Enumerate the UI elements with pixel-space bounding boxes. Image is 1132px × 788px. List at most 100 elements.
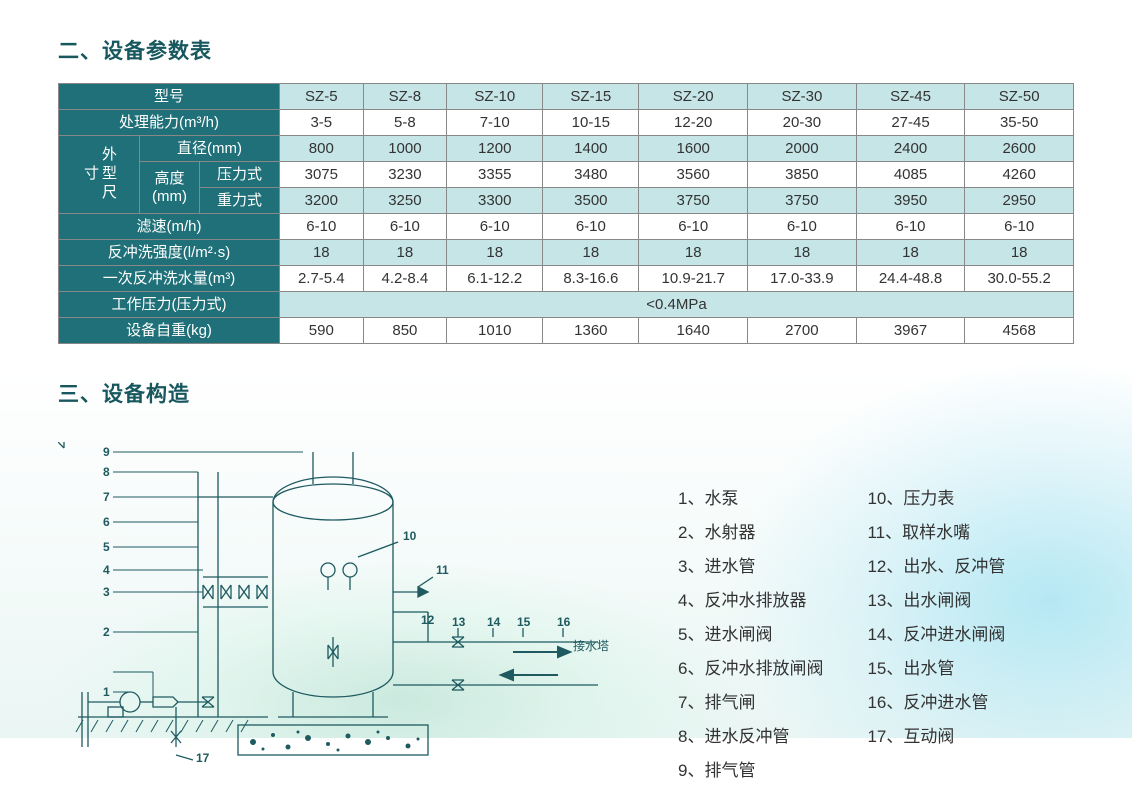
svg-text:2: 2 <box>103 625 110 639</box>
model-cell: SZ-5 <box>280 84 364 110</box>
parameter-table: 型号 SZ-5 SZ-8 SZ-10 SZ-15 SZ-20 SZ-30 SZ-… <box>58 83 1074 344</box>
label-self-weight: 设备自重(kg) <box>59 318 280 344</box>
value-cell: 18 <box>639 240 748 266</box>
value-cell: 18 <box>447 240 543 266</box>
legend-item: 4、反冲水排放器 <box>678 584 823 618</box>
value-cell: 2.7-5.4 <box>280 266 364 292</box>
value-cell: 6-10 <box>639 214 748 240</box>
legend-item: 11、取样水嘴 <box>867 516 1005 550</box>
value-cell: 6-10 <box>447 214 543 240</box>
svg-text:14: 14 <box>487 615 501 629</box>
svg-text:5: 5 <box>103 540 110 554</box>
svg-text:接水塔: 接水塔 <box>573 638 609 653</box>
value-cell: 12-20 <box>639 110 748 136</box>
value-work-pressure: <0.4MPa <box>280 292 1074 318</box>
diagram-legend: 1、水泵 2、水射器 3、进水管 4、反冲水排放器 5、进水闸阀 6、反冲水排放… <box>678 482 1005 788</box>
label-diameter: 直径(mm) <box>140 136 280 162</box>
section3-title: 三、设备构造 <box>58 378 1074 408</box>
legend-item: 5、进水闸阀 <box>678 618 823 652</box>
legend-item: 6、反冲水排放闸阀 <box>678 652 823 686</box>
model-cell: SZ-8 <box>363 84 447 110</box>
equipment-diagram: 9 8 7 6 5 4 3 2 1 10 11 12 13 14 <box>58 442 618 762</box>
legend-item: 16、反冲进水管 <box>867 686 1005 720</box>
value-cell: 3967 <box>856 318 965 344</box>
value-cell: 3500 <box>543 188 639 214</box>
value-cell: 20-30 <box>748 110 857 136</box>
model-cell: SZ-15 <box>543 84 639 110</box>
label-model: 型号 <box>59 84 280 110</box>
value-cell: 3075 <box>280 162 364 188</box>
value-cell: 850 <box>363 318 447 344</box>
value-cell: 5-8 <box>363 110 447 136</box>
value-cell: 17.0-33.9 <box>748 266 857 292</box>
section2-title: 二、设备参数表 <box>58 35 1074 65</box>
value-cell: 18 <box>280 240 364 266</box>
value-cell: 6.1-12.2 <box>447 266 543 292</box>
value-cell: 3750 <box>748 188 857 214</box>
value-cell: 3480 <box>543 162 639 188</box>
value-cell: 24.4-48.8 <box>856 266 965 292</box>
value-cell: 3250 <box>363 188 447 214</box>
value-cell: 18 <box>363 240 447 266</box>
svg-text:11: 11 <box>436 563 449 577</box>
legend-item: 8、进水反冲管 <box>678 720 823 754</box>
svg-text:8: 8 <box>103 465 110 479</box>
value-cell: 3750 <box>639 188 748 214</box>
value-cell: 800 <box>280 136 364 162</box>
value-cell: 6-10 <box>363 214 447 240</box>
value-cell: 4260 <box>965 162 1074 188</box>
model-cell: SZ-50 <box>965 84 1074 110</box>
value-cell: 3300 <box>447 188 543 214</box>
svg-text:9: 9 <box>103 445 110 459</box>
svg-text:17: 17 <box>196 751 210 762</box>
svg-text:6: 6 <box>103 515 110 529</box>
model-cell: SZ-10 <box>447 84 543 110</box>
value-cell: 6-10 <box>856 214 965 240</box>
value-cell: 4085 <box>856 162 965 188</box>
value-cell: 35-50 <box>965 110 1074 136</box>
value-cell: 1400 <box>543 136 639 162</box>
legend-col-1: 1、水泵 2、水射器 3、进水管 4、反冲水排放器 5、进水闸阀 6、反冲水排放… <box>678 482 823 788</box>
legend-item: 10、压力表 <box>867 482 1005 516</box>
value-cell: 27-45 <box>856 110 965 136</box>
svg-text:16: 16 <box>557 615 571 629</box>
value-cell: 2400 <box>856 136 965 162</box>
legend-item: 1、水泵 <box>678 482 823 516</box>
value-cell: 3355 <box>447 162 543 188</box>
value-cell: 1000 <box>363 136 447 162</box>
value-cell: 3230 <box>363 162 447 188</box>
svg-text:10: 10 <box>403 529 417 543</box>
value-cell: 2600 <box>965 136 1074 162</box>
svg-text:3: 3 <box>103 585 110 599</box>
legend-item: 13、出水闸阀 <box>867 584 1005 618</box>
value-cell: 10-15 <box>543 110 639 136</box>
value-cell: 1640 <box>639 318 748 344</box>
label-dims: 外型尺寸 <box>59 136 140 214</box>
label-bw-volume: 一次反冲洗水量(m³) <box>59 266 280 292</box>
value-cell: 18 <box>965 240 1074 266</box>
value-cell: 3200 <box>280 188 364 214</box>
value-cell: 7-10 <box>447 110 543 136</box>
value-cell: 2000 <box>748 136 857 162</box>
model-cell: SZ-45 <box>856 84 965 110</box>
svg-text:15: 15 <box>517 615 531 629</box>
value-cell: 18 <box>856 240 965 266</box>
value-cell: 3-5 <box>280 110 364 136</box>
value-cell: 6-10 <box>748 214 857 240</box>
svg-text:13: 13 <box>452 615 466 629</box>
value-cell: 6-10 <box>965 214 1074 240</box>
value-cell: 18 <box>748 240 857 266</box>
value-cell: 1600 <box>639 136 748 162</box>
label-filter-speed: 滤速(m/h) <box>59 214 280 240</box>
legend-item: 12、出水、反冲管 <box>867 550 1005 584</box>
value-cell: 8.3-16.6 <box>543 266 639 292</box>
value-cell: 590 <box>280 318 364 344</box>
legend-item: 15、出水管 <box>867 652 1005 686</box>
value-cell: 1200 <box>447 136 543 162</box>
value-cell: 3850 <box>748 162 857 188</box>
model-cell: SZ-20 <box>639 84 748 110</box>
label-work-pressure: 工作压力(压力式) <box>59 292 280 318</box>
value-cell: 1010 <box>447 318 543 344</box>
value-cell: 2700 <box>748 318 857 344</box>
legend-item: 17、互动阀 <box>867 720 1005 754</box>
